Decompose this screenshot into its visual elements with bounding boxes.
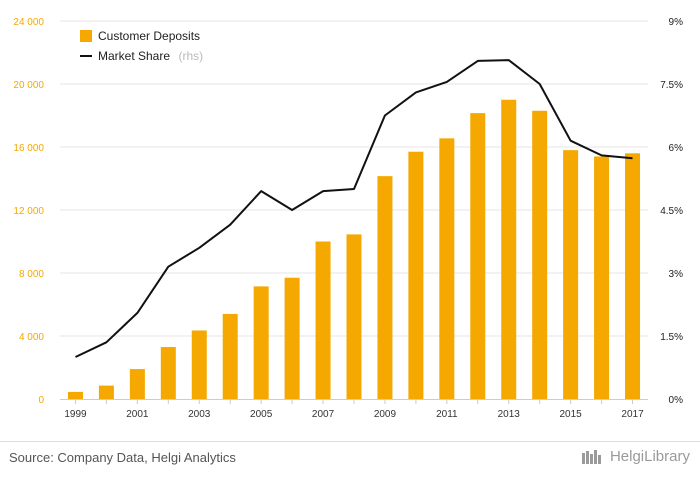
y-left-tick-label-6: 24 000 <box>13 17 44 28</box>
y-left-tick-label-5: 20 000 <box>13 80 44 91</box>
bar-2016 <box>594 156 610 399</box>
combo-chart: 1999 2001 2003 2005 2007 2009 2011 2013 2015 2017… <box>13 17 683 420</box>
brand-logo[interactable]: HelgiLibrary <box>581 448 690 465</box>
x-tick-label-2005: 2005 <box>250 409 273 420</box>
source-note: Source: Company Data, Helgi Analytics <box>9 450 236 465</box>
bar-2015 <box>563 150 579 399</box>
bar-2013 <box>501 99 517 399</box>
bar-2001 <box>129 369 145 399</box>
bar-2009 <box>377 176 393 399</box>
bar-2014 <box>532 110 548 400</box>
library-icon <box>581 449 605 465</box>
y-right-tick-label-3: 4.5% <box>660 206 683 217</box>
y-right-tick-label-0: 0% <box>669 395 684 406</box>
grid-lines <box>60 20 648 337</box>
brand-name: HelgiLibrary <box>609 448 690 465</box>
bar-2002 <box>160 347 176 399</box>
bar-2008 <box>346 234 362 399</box>
y-right-tick-label-4: 6% <box>669 143 684 154</box>
y-left-tick-label-4: 16 000 <box>13 143 44 154</box>
y-left-tick-label-3: 12 000 <box>13 206 44 217</box>
bar-series-customer-deposits <box>67 99 641 400</box>
bar-2017 <box>625 153 641 399</box>
x-tick-label-2011: 2011 <box>436 409 458 420</box>
legend-label-market-share: Market Share (rhs) <box>98 47 203 64</box>
bar-2000 <box>98 385 114 399</box>
bar-2003 <box>191 330 207 399</box>
y-left-tick-label-1: 4 000 <box>19 332 44 343</box>
bar-2011 <box>439 138 455 399</box>
y-axis-left-ticks: 0 4 000 8 000 12 000 16 000 20 000 24 000 <box>13 17 44 406</box>
bar-2012 <box>470 113 486 399</box>
line-series-market-share <box>75 59 633 358</box>
footer-divider <box>0 441 700 442</box>
legend-swatch-customer-deposits <box>80 30 92 42</box>
bar-2007 <box>315 241 331 399</box>
x-tick-label-2001: 2001 <box>126 409 149 420</box>
x-tick-label-1999: 1999 <box>64 409 87 420</box>
legend: Customer Deposits Market Share (rhs) <box>80 29 203 64</box>
y-left-tick-label-2: 8 000 <box>19 269 44 280</box>
bar-1999 <box>67 391 83 399</box>
bar-2010 <box>408 151 424 399</box>
x-tick-label-2015: 2015 <box>560 409 583 420</box>
y-right-tick-label-6: 9% <box>669 17 684 28</box>
x-tick-label-2013: 2013 <box>498 409 521 420</box>
y-axis-right-ticks: 0% 1.5% 3% 4.5% 6% 7.5% 9% <box>660 17 683 406</box>
legend-label-customer-deposits: Customer Deposits <box>98 29 200 43</box>
bar-2006 <box>284 277 300 399</box>
y-left-tick-label-0: 0 <box>38 395 44 406</box>
y-right-tick-label-5: 7.5% <box>660 80 683 91</box>
y-right-tick-label-1: 1.5% <box>660 332 683 343</box>
x-axis-ticks: 1999 2001 2003 2005 2007 2009 2011 2013 2015 2017 <box>64 399 644 420</box>
y-right-tick-label-2: 3% <box>669 269 684 280</box>
bar-2004 <box>222 313 238 399</box>
x-tick-label-2009: 2009 <box>374 409 397 420</box>
x-tick-label-2007: 2007 <box>312 409 335 420</box>
x-tick-label-2017: 2017 <box>621 409 644 420</box>
x-tick-label-2003: 2003 <box>188 409 211 420</box>
bar-2005 <box>253 286 269 399</box>
